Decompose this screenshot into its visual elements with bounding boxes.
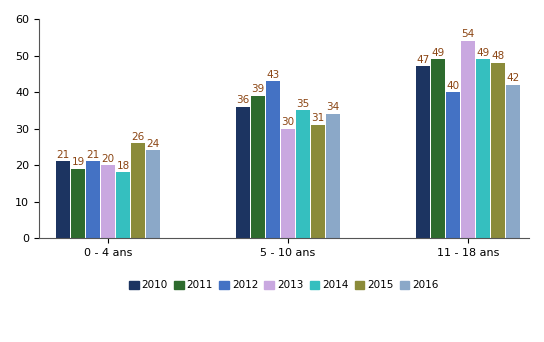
Bar	[131, 143, 145, 238]
Text: 20: 20	[102, 154, 115, 163]
Bar	[506, 85, 521, 238]
Bar	[266, 81, 280, 238]
Text: 40: 40	[447, 81, 460, 91]
Bar	[491, 63, 505, 238]
Bar	[281, 129, 295, 238]
Bar	[431, 59, 446, 238]
Bar	[146, 150, 160, 238]
Bar	[461, 41, 475, 238]
Bar	[71, 169, 85, 238]
Text: 35: 35	[296, 99, 310, 109]
Legend: 2010, 2011, 2012, 2013, 2014, 2015, 2016: 2010, 2011, 2012, 2013, 2014, 2015, 2016	[127, 278, 441, 292]
Bar	[55, 161, 70, 238]
Text: 26: 26	[132, 132, 145, 142]
Text: 42: 42	[506, 73, 520, 83]
Text: 19: 19	[71, 157, 85, 167]
Bar	[236, 107, 250, 238]
Text: 47: 47	[417, 55, 430, 65]
Bar	[446, 92, 460, 238]
Text: 34: 34	[326, 103, 340, 113]
Text: 48: 48	[492, 51, 505, 61]
Text: 54: 54	[461, 29, 475, 39]
Text: 36: 36	[237, 95, 250, 105]
Text: 21: 21	[57, 150, 70, 160]
Bar	[296, 110, 311, 238]
Bar	[251, 96, 265, 238]
Bar	[311, 125, 325, 238]
Bar	[416, 66, 430, 238]
Text: 31: 31	[312, 114, 325, 123]
Text: 24: 24	[146, 139, 160, 149]
Text: 30: 30	[282, 117, 295, 127]
Text: 21: 21	[86, 150, 100, 160]
Text: 43: 43	[267, 70, 280, 80]
Text: 49: 49	[477, 48, 490, 58]
Bar	[86, 161, 100, 238]
Text: 18: 18	[116, 161, 129, 171]
Bar	[476, 59, 491, 238]
Text: 39: 39	[251, 84, 265, 94]
Text: 49: 49	[431, 48, 445, 58]
Bar	[116, 172, 131, 238]
Bar	[101, 165, 115, 238]
Bar	[326, 114, 341, 238]
